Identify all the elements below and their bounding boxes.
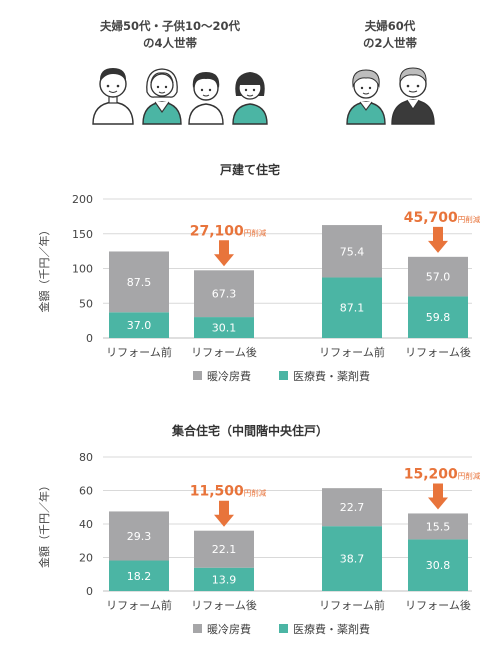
bar-segment-heating [109, 251, 169, 313]
household-label-couple-line1: 夫婦60代 [365, 19, 416, 33]
bar-segment-medical [194, 567, 254, 591]
chart-title: 集合住宅（中間階中央住戸） [171, 423, 328, 438]
bar-segment-heating [408, 256, 468, 297]
bar-value-label: 29.3 [127, 530, 152, 543]
bar-value-label: 22.7 [340, 501, 365, 514]
x-category-label: リフォーム後 [405, 598, 471, 612]
reduction-amount: 45,700 [404, 210, 458, 226]
mother-icon [142, 68, 182, 125]
reduction-arrow-icon [214, 500, 234, 527]
father-icon [92, 68, 134, 125]
legend-label: 暖冷房費 [207, 369, 251, 383]
reduction-annotation: 45,700円削減 [404, 210, 481, 226]
bar-value-label: 30.1 [212, 322, 237, 335]
reduction-annotation: 11,500円削減 [190, 484, 267, 500]
legend-swatch [193, 624, 202, 633]
x-category-label: リフォーム前 [319, 345, 385, 359]
daughter-icon [232, 72, 268, 125]
bar-segment-heating [194, 530, 254, 568]
bar-value-label: 87.1 [340, 302, 365, 315]
reduction-amount: 15,200 [404, 466, 458, 482]
family-of-four-illustration [92, 68, 268, 125]
bar-segment-medical [109, 312, 169, 338]
bar-value-label: 38.7 [340, 553, 365, 566]
bar-segment-heating [109, 511, 169, 561]
bar-value-label: 30.8 [426, 559, 451, 572]
y-tick-label: 50 [79, 297, 93, 310]
reduction-unit: 円削減 [244, 488, 267, 498]
x-category-label: リフォーム後 [405, 345, 471, 359]
x-category-label: リフォーム前 [319, 598, 385, 612]
bar-segment-heating [322, 488, 382, 527]
bar-segment-medical [109, 560, 169, 591]
bar-segment-medical [408, 296, 468, 338]
y-tick-label: 20 [79, 552, 93, 565]
chart-apartment: 集合住宅（中間階中央住戸） 金額（千円／年） 0 20 40 60 80 18.2 29.3 リフ… [37, 423, 481, 636]
reduction-amount: 27,100 [190, 223, 244, 239]
y-axis-label: 金額（千円／年） [37, 480, 51, 568]
bar-value-label: 75.4 [340, 245, 365, 258]
bar-segment-medical [408, 539, 468, 591]
y-axis-label: 金額（千円／年） [37, 225, 51, 313]
y-tick-label: 200 [72, 193, 93, 206]
bar-segment-heating [194, 270, 254, 318]
bar-segment-medical [322, 526, 382, 591]
x-category-label: リフォーム後 [191, 598, 257, 612]
y-tick-label: 0 [86, 585, 93, 598]
y-tick-label: 60 [79, 485, 93, 498]
legend-swatch [279, 624, 288, 633]
bar-value-label: 18.2 [127, 570, 152, 583]
bar-segment-heating [322, 225, 382, 278]
reduction-amount: 11,500 [190, 484, 244, 500]
reduction-unit: 円削減 [458, 214, 481, 224]
bar-value-label: 67.3 [212, 288, 237, 301]
y-tick-label: 40 [79, 518, 93, 531]
x-category-label: リフォーム後 [191, 345, 257, 359]
household-label-family4-line2: の4人世帯 [143, 36, 198, 50]
chart-title: 戸建て住宅 [220, 162, 280, 177]
legend-label: 暖冷房費 [207, 622, 251, 636]
legend-swatch [193, 371, 202, 380]
bar-segment-medical [194, 317, 254, 338]
household-label-couple-line2: の2人世帯 [363, 36, 418, 50]
son-icon [188, 72, 224, 125]
legend-label: 医療費・薬剤費 [293, 369, 370, 383]
bar-value-label: 59.8 [426, 311, 451, 324]
y-tick-label: 150 [72, 228, 93, 241]
reduction-arrow-icon [428, 483, 448, 510]
reduction-arrow-icon [214, 240, 234, 267]
legend-label: 医療費・薬剤費 [293, 622, 370, 636]
grandmother-icon [346, 69, 386, 125]
elderly-couple-illustration [346, 67, 435, 125]
y-tick-label: 100 [72, 263, 93, 276]
grandfather-icon [391, 67, 435, 125]
x-category-label: リフォーム前 [106, 598, 172, 612]
household-label-family4-line1: 夫婦50代・子供10〜20代 [100, 19, 241, 33]
reduction-annotation: 27,100円削減 [190, 223, 267, 239]
reduction-unit: 円削減 [458, 470, 481, 480]
reduction-unit: 円削減 [244, 227, 267, 237]
bar-segment-heating [408, 513, 468, 540]
bar-value-label: 87.5 [127, 276, 152, 289]
reduction-annotation: 15,200円削減 [404, 466, 481, 482]
x-category-label: リフォーム前 [106, 345, 172, 359]
bar-segment-medical [322, 277, 382, 338]
bar-value-label: 13.9 [212, 573, 237, 586]
y-tick-label: 0 [86, 332, 93, 345]
bar-value-label: 37.0 [127, 319, 152, 332]
y-tick-label: 80 [79, 451, 93, 464]
legend-swatch [279, 371, 288, 380]
reduction-arrow-icon [428, 226, 448, 253]
bar-value-label: 15.5 [426, 520, 451, 533]
bar-value-label: 57.0 [426, 271, 451, 284]
bar-value-label: 22.1 [212, 543, 237, 556]
